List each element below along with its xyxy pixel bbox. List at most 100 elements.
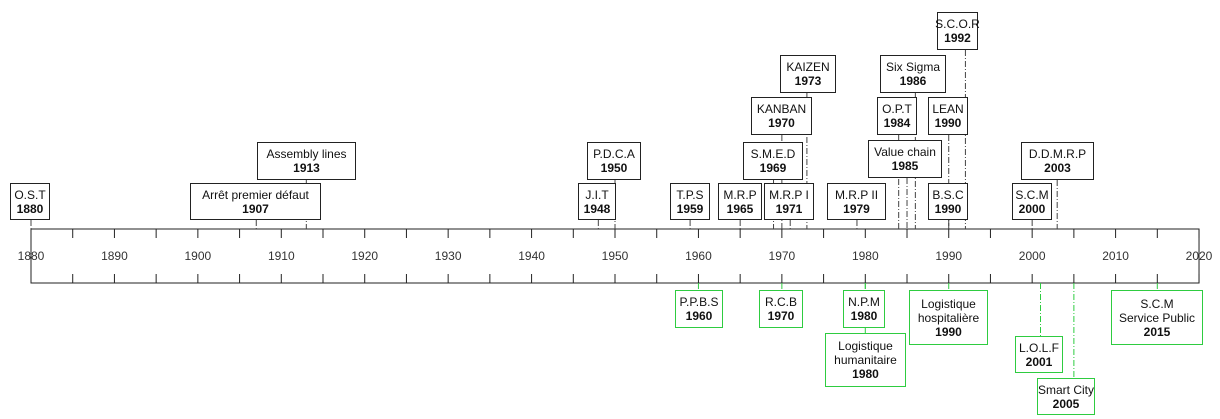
- event-year: 2005: [1052, 396, 1080, 411]
- event-year: 1985: [891, 159, 919, 173]
- axis-label: 1910: [268, 249, 295, 263]
- event-year: 1959: [676, 201, 704, 216]
- event-name: KANBAN: [756, 102, 807, 116]
- event-name: Arrêt premier défaut: [202, 187, 309, 202]
- event-year: 1990: [934, 116, 962, 130]
- axis-label: 1960: [685, 249, 712, 263]
- axis-label: 1880: [18, 249, 45, 263]
- event-year: 1990: [935, 324, 962, 339]
- axis-label: 1950: [602, 249, 629, 263]
- event-name: O.P.T: [882, 102, 912, 116]
- event-year: 1907: [242, 201, 269, 216]
- event-name: N.P.M: [848, 295, 880, 309]
- event-box: B.S.C 1990: [928, 183, 968, 220]
- event-year: 1965: [726, 201, 754, 216]
- event-box: T.P.S 1959: [670, 183, 710, 220]
- event-box: M.R.P II 1979: [827, 183, 886, 220]
- axis-label: 1920: [351, 249, 378, 263]
- event-name: KAIZEN: [786, 60, 830, 74]
- axis-label: 1970: [769, 249, 796, 263]
- event-box: Assembly lines 1913: [257, 142, 356, 180]
- event-name: LEAN: [932, 102, 964, 116]
- event-box: R.C.B 1970: [759, 290, 803, 328]
- event-name: Assembly lines: [266, 147, 347, 161]
- event-year: 1950: [600, 161, 628, 175]
- axis-label: 1980: [852, 249, 879, 263]
- event-name: Six Sigma: [885, 60, 941, 74]
- event-name: P.P.B.S: [679, 295, 719, 309]
- event-year: 2015: [1143, 324, 1171, 339]
- event-year: 2000: [1018, 201, 1046, 216]
- axis-label: 1940: [518, 249, 545, 263]
- event-name: S.M.E.D: [750, 147, 796, 161]
- event-box: S.C.M Service Public 2015: [1111, 290, 1203, 345]
- event-box: S.C.O.R 1992: [935, 12, 980, 50]
- event-year: 1969: [759, 161, 787, 175]
- event-year: 1979: [843, 201, 870, 216]
- event-year: 2003: [1044, 161, 1071, 175]
- event-box: L.O.L.F 2001: [1015, 336, 1063, 373]
- event-year: 1992: [944, 31, 971, 45]
- event-name: D.D.M.R.P: [1028, 147, 1087, 161]
- event-name: P.D.C.A: [593, 147, 635, 161]
- event-box: KANBAN 1970: [751, 97, 812, 135]
- event-box: O.P.T 1984: [877, 97, 917, 135]
- event-name: L.O.L.F: [1018, 340, 1059, 355]
- event-year: 1984: [883, 116, 911, 130]
- event-name: B.S.C: [932, 187, 964, 202]
- event-name: Value chain: [874, 145, 936, 159]
- event-name: J.I.T: [585, 187, 609, 202]
- event-name: Logistique: [838, 339, 893, 353]
- event-year: 1990: [934, 201, 962, 216]
- event-box: O.S.T 1880: [10, 183, 50, 220]
- event-year: 1986: [899, 74, 927, 88]
- axis-label: 2020: [1186, 249, 1213, 263]
- event-year: 1970: [768, 116, 795, 130]
- event-box: D.D.M.R.P 2003: [1021, 142, 1094, 180]
- event-box: M.R.P I 1971: [764, 183, 814, 220]
- axis-label: 1890: [101, 249, 128, 263]
- event-name: Service Public: [1118, 310, 1196, 325]
- event-box: Smart City 2005: [1037, 378, 1095, 415]
- event-name: hospitalière: [917, 310, 980, 325]
- event-year: 1948: [583, 201, 611, 216]
- event-name: S.C.O.R: [935, 17, 980, 31]
- event-name: humanitaire: [834, 353, 897, 367]
- axis-label: 2000: [1019, 249, 1046, 263]
- event-year: 1971: [775, 201, 803, 216]
- event-name: M.R.P: [723, 187, 757, 202]
- event-name: Logistique: [921, 296, 976, 311]
- event-box: J.I.T 1948: [578, 183, 616, 220]
- event-box: S.C.M 2000: [1012, 183, 1052, 220]
- event-box: P.D.C.A 1950: [587, 142, 641, 180]
- event-name: M.R.P I: [769, 187, 809, 202]
- event-name: T.P.S: [676, 187, 704, 202]
- event-year: 2001: [1025, 354, 1053, 369]
- event-year: 1980: [852, 367, 879, 381]
- event-name: M.R.P II: [834, 187, 879, 202]
- event-year: 1880: [16, 201, 44, 216]
- event-name: O.S.T: [14, 187, 46, 202]
- axis-label: 1930: [435, 249, 462, 263]
- event-box: S.M.E.D 1969: [743, 142, 803, 180]
- event-name: Smart City: [1038, 382, 1095, 397]
- event-box: LEAN 1990: [928, 97, 968, 135]
- event-box: M.R.P 1965: [718, 183, 762, 220]
- event-box: Logistique hospitalière 1990: [909, 290, 988, 345]
- event-box: Value chain 1985: [868, 140, 942, 178]
- event-year: 1960: [685, 309, 713, 323]
- event-box: Logistique humanitaire 1980: [825, 333, 906, 387]
- axis-label: 1900: [185, 249, 212, 263]
- event-name: S.C.M: [1015, 187, 1049, 202]
- event-year: 1973: [794, 74, 822, 88]
- event-year: 1913: [293, 161, 320, 175]
- event-name: S.C.M: [1140, 296, 1174, 311]
- event-year: 1980: [850, 309, 878, 323]
- event-name: R.C.B: [764, 295, 797, 309]
- event-box: Arrêt premier défaut 1907: [190, 183, 321, 220]
- event-box: N.P.M 1980: [843, 290, 885, 328]
- event-box: KAIZEN 1973: [780, 55, 836, 93]
- axis-label: 2010: [1102, 249, 1129, 263]
